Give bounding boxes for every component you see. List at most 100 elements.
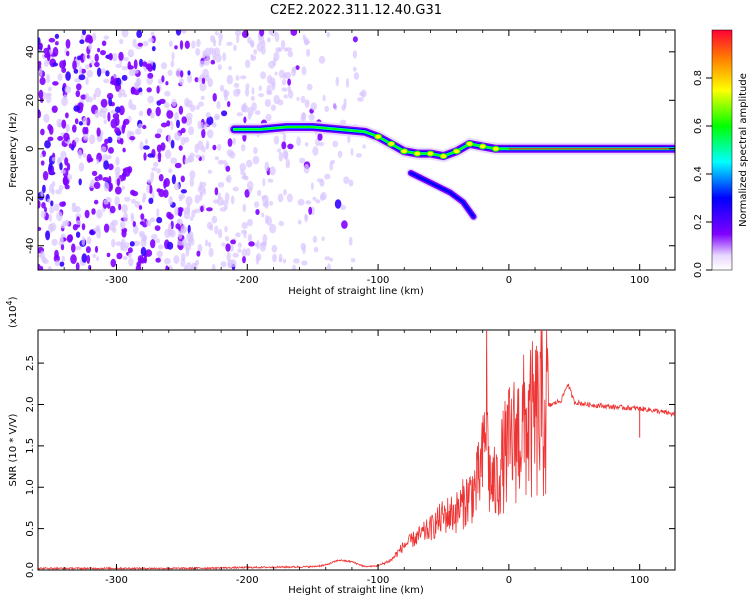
noise-speckle (350, 147, 354, 156)
noise-speckle (207, 78, 213, 88)
noise-speckle (277, 148, 281, 153)
noise-speckle (114, 166, 121, 175)
noise-speckle (128, 257, 134, 267)
noise-speckle (296, 96, 300, 102)
noise-speckle (245, 248, 251, 256)
noise-speckle (167, 228, 174, 236)
x-tick-label: 0 (506, 575, 512, 586)
noise-speckle (133, 69, 139, 74)
noise-speckle (180, 258, 186, 267)
noise-speckle (179, 40, 184, 50)
noise-speckle (188, 156, 195, 163)
noise-speckle (48, 213, 52, 222)
noise-speckle (306, 48, 311, 57)
noise-speckle (287, 89, 294, 99)
noise-speckle (49, 222, 57, 232)
noise-speckle (46, 73, 51, 84)
colorbar-tick-label: 0.0 (693, 262, 704, 278)
noise-speckle (166, 120, 171, 127)
noise-speckle (115, 77, 122, 86)
noise-speckle (139, 221, 145, 226)
noise-speckle (77, 149, 83, 159)
noise-speckle (64, 219, 70, 227)
noise-speckle (100, 146, 107, 153)
noise-speckle (254, 201, 260, 208)
noise-speckle (85, 246, 91, 254)
noise-speckle (196, 250, 201, 257)
noise-speckle (269, 223, 277, 234)
noise-speckle (245, 159, 253, 168)
noise-speckle (149, 112, 155, 119)
noise-speckle (244, 189, 250, 198)
noise-speckle (355, 153, 362, 158)
noise-speckle (199, 82, 207, 92)
noise-speckle (258, 85, 262, 91)
noise-speckle (281, 141, 287, 150)
noise-speckle (68, 143, 73, 149)
noise-speckle (183, 265, 188, 270)
noise-speckle (93, 227, 100, 232)
noise-speckle (53, 254, 60, 263)
noise-speckle (285, 158, 291, 169)
noise-speckle (241, 248, 247, 258)
noise-speckle (243, 116, 247, 124)
noise-speckle (266, 84, 272, 95)
noise-speckle (297, 198, 305, 206)
noise-speckle (260, 46, 266, 55)
noise-speckle (91, 170, 98, 177)
noise-speckle (293, 258, 300, 264)
noise-speckle (166, 211, 172, 219)
noise-speckle (39, 42, 43, 50)
noise-speckle (211, 215, 218, 224)
noise-speckle (164, 149, 172, 159)
noise-speckle (72, 224, 78, 231)
noise-speckle (180, 175, 185, 183)
noise-speckle (105, 70, 110, 77)
noise-speckle (187, 70, 191, 76)
noise-speckle (75, 220, 82, 226)
noise-speckle (73, 105, 81, 112)
noise-speckle (78, 178, 82, 186)
noise-speckle (168, 40, 173, 47)
snr-x-ticks: -300 -200 -100 0 100 (37, 330, 667, 586)
noise-speckle (217, 196, 224, 206)
noise-speckle (286, 193, 293, 203)
noise-speckle (139, 141, 144, 151)
y-tick-label: 0.0 (25, 562, 36, 578)
noise-speckle (326, 31, 330, 38)
trace-blob (400, 148, 409, 155)
figure-title: C2E2.2022.311.12.40.G31 (270, 3, 442, 18)
noise-speckle (235, 75, 240, 81)
noise-speckle (260, 71, 267, 80)
noise-speckle (206, 221, 213, 230)
noise-speckle (194, 194, 200, 204)
noise-speckle (114, 127, 120, 134)
noise-speckle (233, 44, 237, 52)
noise-speckle (128, 99, 133, 109)
noise-speckle (133, 59, 138, 70)
noise-speckle (99, 110, 103, 118)
noise-speckle (251, 87, 255, 95)
noise-speckle (352, 36, 358, 43)
noise-speckle (96, 127, 101, 137)
noise-speckle (225, 243, 231, 252)
noise-speckle (40, 250, 45, 260)
noise-speckle (98, 174, 103, 181)
noise-speckle (204, 47, 212, 57)
noise-speckle (237, 242, 242, 248)
noise-speckle (218, 32, 223, 42)
noise-speckle (164, 102, 170, 109)
noise-speckle (87, 35, 94, 44)
noise-speckle (138, 205, 143, 210)
noise-speckle (133, 87, 141, 96)
noise-speckle (190, 266, 198, 270)
noise-speckle (133, 240, 140, 247)
noise-speckle (43, 113, 50, 123)
noise-speckle (211, 263, 216, 270)
trace-blob (426, 150, 435, 157)
noise-speckle (234, 30, 242, 36)
noise-speckle (332, 140, 339, 148)
noise-speckle (129, 136, 136, 141)
noise-speckle (248, 186, 253, 194)
